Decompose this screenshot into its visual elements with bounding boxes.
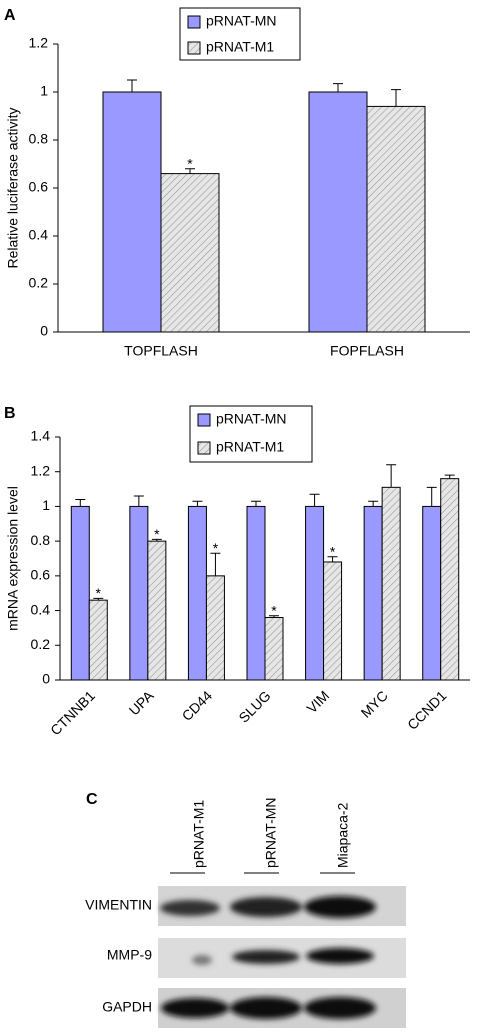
y-tick-label: 0.8 <box>29 131 49 147</box>
x-tick-label: UPA <box>126 687 157 718</box>
error-bar <box>93 597 104 601</box>
band <box>304 896 376 918</box>
bar <box>147 540 167 681</box>
x-tick-label: CTNNB1 <box>47 687 98 738</box>
blot: pRNAT-M1 pRNAT-MN Miapaca-2 VIMENTIN MMP… <box>85 797 406 1028</box>
bar <box>381 486 401 681</box>
panel-label: A <box>4 7 16 24</box>
bar <box>160 173 220 333</box>
panel-label: C <box>86 791 98 808</box>
row-label: MMP-9 <box>107 947 152 963</box>
x-tick-label: FOPFLASH <box>330 343 404 359</box>
band <box>160 900 220 916</box>
bar <box>323 561 343 681</box>
panel-label: B <box>4 405 16 422</box>
y-tick-label: 0 <box>42 671 50 687</box>
legend-swatch <box>197 413 211 427</box>
x-tick-label: VIM <box>303 687 332 716</box>
error-bar <box>192 500 203 507</box>
error-bar <box>210 552 221 576</box>
bar <box>187 505 207 681</box>
band <box>230 897 302 917</box>
bar <box>264 617 284 681</box>
error-bar <box>185 168 195 174</box>
bar <box>205 575 225 681</box>
legend-label: pRNAT-MN <box>206 13 277 29</box>
error-bar <box>386 464 397 488</box>
y-tick-label: 1 <box>42 497 50 513</box>
y-tick-label: 0.6 <box>31 567 51 583</box>
band <box>161 998 229 1018</box>
error-bar <box>133 495 144 507</box>
legend-swatch <box>187 41 201 55</box>
legend-swatch <box>187 15 201 29</box>
band <box>230 997 302 1019</box>
x-tick-label: MYC <box>358 687 391 720</box>
error-bar <box>327 556 338 562</box>
significance-marker: * <box>330 543 336 559</box>
significance-marker: * <box>187 156 193 172</box>
y-tick-label: 0 <box>40 323 48 339</box>
bar <box>129 505 149 681</box>
lane-label: Miapaca-2 <box>335 802 351 868</box>
error-bar <box>391 89 401 107</box>
legend-swatch <box>197 441 211 455</box>
bar <box>246 505 266 681</box>
error-bar <box>368 500 379 507</box>
significance-marker: * <box>271 602 277 618</box>
error-bar <box>269 615 279 618</box>
legend-label: pRNAT-MN <box>216 411 287 427</box>
bar <box>88 599 108 681</box>
band <box>232 950 300 964</box>
error-bar <box>444 474 455 479</box>
significance-marker: * <box>96 585 102 601</box>
y-tick-label: 1 <box>40 83 48 99</box>
lane-label: pRNAT-MN <box>263 797 279 868</box>
bar <box>366 105 426 333</box>
row-label: VIMENTIN <box>85 897 152 913</box>
legend-label: pRNAT-M1 <box>206 39 274 55</box>
error-bar <box>309 493 320 507</box>
y-tick-label: 1.4 <box>31 428 51 444</box>
row-label: GAPDH <box>102 999 152 1015</box>
y-tick-label: 0.6 <box>29 179 49 195</box>
bar <box>440 478 460 681</box>
y-tick-label: 0.2 <box>31 636 51 652</box>
error-bar <box>251 500 261 507</box>
error-bar <box>151 538 162 542</box>
bar <box>70 505 90 681</box>
error-bar <box>426 486 437 507</box>
error-bar <box>333 83 343 92</box>
x-tick-label: SLUG <box>235 687 273 725</box>
y-axis-label: mRNA expression level <box>5 486 21 631</box>
x-tick-label: TOPFLASH <box>124 343 198 359</box>
y-tick-label: 1.2 <box>29 35 49 51</box>
band <box>192 955 212 965</box>
x-tick-label: CD44 <box>179 687 216 724</box>
y-tick-label: 0.4 <box>29 227 49 243</box>
y-axis-label: Relative luciferase activity <box>5 107 21 268</box>
y-tick-label: 1.2 <box>31 462 51 478</box>
bar <box>308 91 368 333</box>
bar <box>363 505 383 681</box>
bar <box>102 91 162 333</box>
bar <box>422 505 442 681</box>
y-tick-label: 0.8 <box>31 532 51 548</box>
band <box>306 948 374 964</box>
significance-marker: * <box>213 540 219 556</box>
error-bar <box>127 79 137 92</box>
legend-label: pRNAT-M1 <box>216 439 284 455</box>
error-bar <box>75 498 86 507</box>
y-tick-label: 0.2 <box>29 275 49 291</box>
bar <box>305 505 325 681</box>
band <box>304 997 376 1019</box>
y-tick-label: 0.4 <box>31 601 51 617</box>
lane-label: pRNAT-M1 <box>191 800 207 868</box>
x-tick-label: CCND1 <box>404 687 450 733</box>
significance-marker: * <box>154 526 160 542</box>
